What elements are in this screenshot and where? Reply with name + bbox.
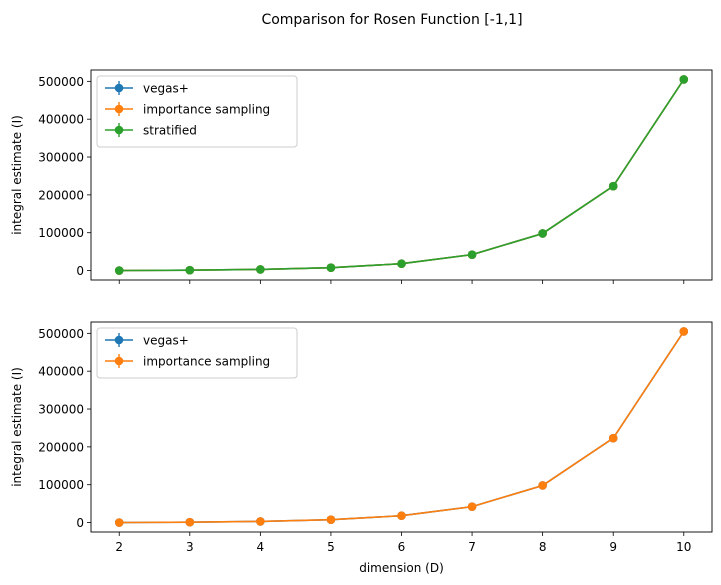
legend-marker [114,104,124,114]
x-tick-label: 5 [327,540,335,554]
x-tick-label: 6 [398,540,406,554]
y-tick-label: 300000 [38,403,84,417]
data-point [467,250,477,259]
legend-box [96,75,298,148]
y-tick-label: 200000 [38,188,84,202]
legend-label: vegas+ [143,82,189,96]
data-point [185,265,195,275]
data-point [538,229,547,238]
series-importance-sampling [114,327,689,527]
y-tick-label: 200000 [38,440,84,454]
data-point [608,181,618,191]
data-point [608,433,618,443]
y-tick-label: 400000 [38,365,84,379]
top-panel: 0 100000 200000 300000 400000 500000 integral … [10,69,713,284]
y-tick-label: 100000 [38,478,84,492]
bottom-panel: 0 100000 200000 300000 400000 500000 2 3 4 5 6 7 8 9 1… [10,321,713,575]
axes-frame [90,321,713,533]
legend-entry: importance sampling [105,102,270,117]
data-point [114,266,124,275]
y-axis-label: integral estimate (I) [10,115,24,235]
legend-marker [114,125,124,135]
data-point [114,518,124,527]
data-point [538,481,547,490]
legend-entry: stratified [105,123,197,138]
data-point [326,263,336,273]
axes-frame [90,69,713,281]
x-tick-label: 9 [609,540,617,554]
y-tick-label: 300000 [38,151,84,165]
legend-marker [114,335,124,345]
legend: vegas+ importance sampling stratified [96,75,298,148]
data-point [256,517,265,526]
y-tick-label: 500000 [38,75,84,89]
legend-label: stratified [143,124,197,138]
y-tick-label: 0 [76,264,84,278]
legend-entry: vegas+ [105,333,189,348]
data-point [185,517,195,527]
data-point [256,265,265,274]
y-axis-label: integral estimate (I) [10,367,24,487]
legend-label: importance sampling [143,355,270,369]
legend: vegas+ importance sampling [96,327,298,379]
legend-marker [114,83,124,93]
legend-label: importance sampling [143,103,270,117]
x-tick-label: 7 [468,540,476,554]
data-point [467,502,477,511]
x-tick-label: 3 [186,540,194,554]
series-stratified [114,75,689,275]
data-point [397,511,406,521]
legend-entry: vegas+ [105,81,189,96]
data-point [397,259,406,269]
figure-title: Comparison for Rosen Function [-1,1] [261,12,522,28]
y-tick-label: 0 [76,516,84,530]
legend-marker [114,356,124,366]
legend-box [96,327,298,379]
data-point [679,75,689,84]
legend-entry: importance sampling [105,354,270,369]
x-tick-label: 2 [115,540,123,554]
legend-label: vegas+ [143,334,189,348]
data-point [326,515,336,525]
y-tick-label: 100000 [38,226,84,240]
y-tick-label: 500000 [38,327,84,341]
x-tick-label: 10 [676,540,691,554]
data-point [679,327,689,336]
x-tick-label: 8 [539,540,547,554]
y-tick-label: 400000 [38,113,84,127]
x-tick-label: 4 [257,540,265,554]
x-axis-label: dimension (D) [359,561,444,575]
